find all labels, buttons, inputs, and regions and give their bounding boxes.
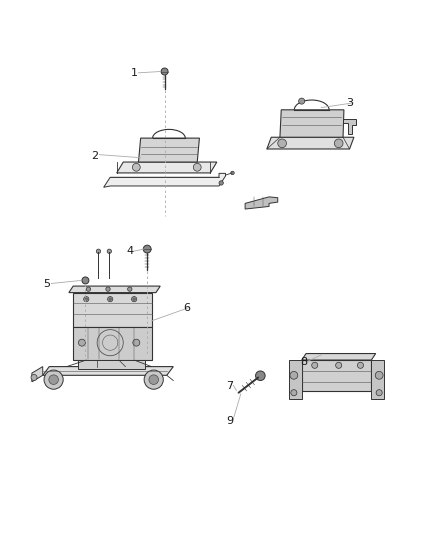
Circle shape (44, 370, 63, 389)
Text: 1: 1 (131, 68, 138, 78)
Circle shape (143, 245, 151, 253)
Polygon shape (43, 367, 173, 375)
Circle shape (106, 287, 110, 292)
Polygon shape (245, 197, 278, 209)
Polygon shape (280, 110, 344, 137)
Text: 5: 5 (44, 279, 50, 289)
Circle shape (357, 362, 364, 368)
Text: 2: 2 (92, 150, 99, 160)
Circle shape (49, 375, 58, 384)
Circle shape (109, 298, 112, 301)
Circle shape (336, 362, 342, 368)
Circle shape (219, 181, 223, 185)
Polygon shape (73, 293, 152, 327)
Circle shape (255, 371, 265, 381)
Polygon shape (117, 162, 217, 173)
Polygon shape (302, 360, 371, 391)
Polygon shape (32, 367, 43, 382)
Circle shape (334, 139, 343, 148)
Text: 3: 3 (346, 98, 353, 108)
Polygon shape (343, 118, 356, 134)
Polygon shape (73, 327, 152, 360)
Circle shape (375, 372, 383, 379)
Text: 6: 6 (183, 303, 190, 313)
Circle shape (312, 362, 318, 368)
Circle shape (376, 390, 382, 396)
Text: 8: 8 (300, 357, 307, 367)
Circle shape (299, 98, 305, 104)
Circle shape (31, 375, 37, 381)
Polygon shape (302, 353, 376, 360)
Circle shape (108, 296, 113, 302)
Circle shape (231, 171, 234, 175)
Circle shape (161, 68, 168, 75)
Circle shape (291, 390, 297, 396)
Polygon shape (371, 360, 385, 399)
Circle shape (278, 139, 286, 148)
Polygon shape (78, 360, 145, 369)
Polygon shape (104, 173, 226, 187)
Circle shape (82, 277, 89, 284)
Circle shape (133, 298, 135, 301)
Polygon shape (267, 137, 354, 149)
Text: 4: 4 (126, 246, 133, 256)
Circle shape (133, 339, 140, 346)
Polygon shape (289, 360, 302, 399)
Circle shape (290, 372, 298, 379)
Text: 9: 9 (226, 416, 233, 426)
Polygon shape (138, 138, 199, 162)
Circle shape (149, 375, 159, 384)
Circle shape (132, 163, 140, 171)
Circle shape (127, 287, 132, 292)
Circle shape (86, 287, 91, 292)
Circle shape (84, 296, 89, 302)
Circle shape (107, 249, 112, 254)
Circle shape (85, 298, 88, 301)
Polygon shape (69, 286, 160, 293)
Circle shape (144, 370, 163, 389)
Circle shape (78, 339, 85, 346)
Circle shape (131, 296, 137, 302)
Circle shape (96, 249, 101, 254)
Text: 7: 7 (226, 381, 233, 391)
Circle shape (193, 163, 201, 171)
